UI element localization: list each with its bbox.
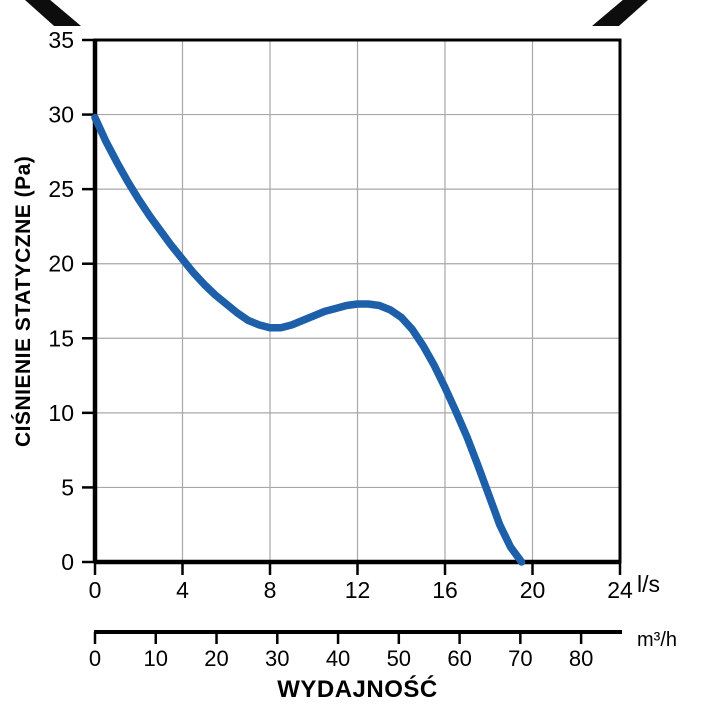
y-tick-label: 35 bbox=[48, 27, 74, 53]
secondary-tick-label: 40 bbox=[326, 646, 350, 671]
x-tick-label: 8 bbox=[264, 577, 277, 603]
secondary-tick-label: 10 bbox=[144, 646, 168, 671]
x-tick-label: 12 bbox=[345, 577, 371, 603]
x-tick-label: 24 bbox=[607, 577, 633, 603]
x-axis-title: WYDAJNOŚĆ bbox=[277, 676, 438, 703]
x-tick-label: 16 bbox=[432, 577, 458, 603]
x-tick-label: 0 bbox=[89, 577, 102, 603]
y-tick-label: 5 bbox=[61, 474, 74, 500]
y-tick-label: 15 bbox=[48, 325, 74, 351]
secondary-tick-label: 80 bbox=[569, 646, 593, 671]
x-tick-label: 20 bbox=[520, 577, 546, 603]
x-tick-label: 4 bbox=[176, 577, 189, 603]
x-axis-unit-label: l/s bbox=[637, 571, 660, 597]
secondary-tick-label: 60 bbox=[447, 646, 471, 671]
y-tick-label: 0 bbox=[61, 549, 74, 575]
secondary-x-axis-unit-label: m³/h bbox=[637, 629, 677, 651]
secondary-tick-label: 20 bbox=[204, 646, 228, 671]
secondary-tick-label: 50 bbox=[387, 646, 411, 671]
secondary-tick-label: 30 bbox=[265, 646, 289, 671]
y-axis-title: CIŚNIENIE STATYCZNE (Pa) bbox=[12, 155, 35, 447]
secondary-tick-label: 70 bbox=[508, 646, 532, 671]
y-tick-label: 30 bbox=[48, 102, 74, 128]
fan-curve bbox=[91, 113, 526, 566]
y-tick-label: 10 bbox=[48, 400, 74, 426]
y-tick-label: 20 bbox=[48, 251, 74, 277]
secondary-tick-label: 0 bbox=[89, 646, 101, 671]
y-tick-label: 25 bbox=[48, 176, 74, 202]
